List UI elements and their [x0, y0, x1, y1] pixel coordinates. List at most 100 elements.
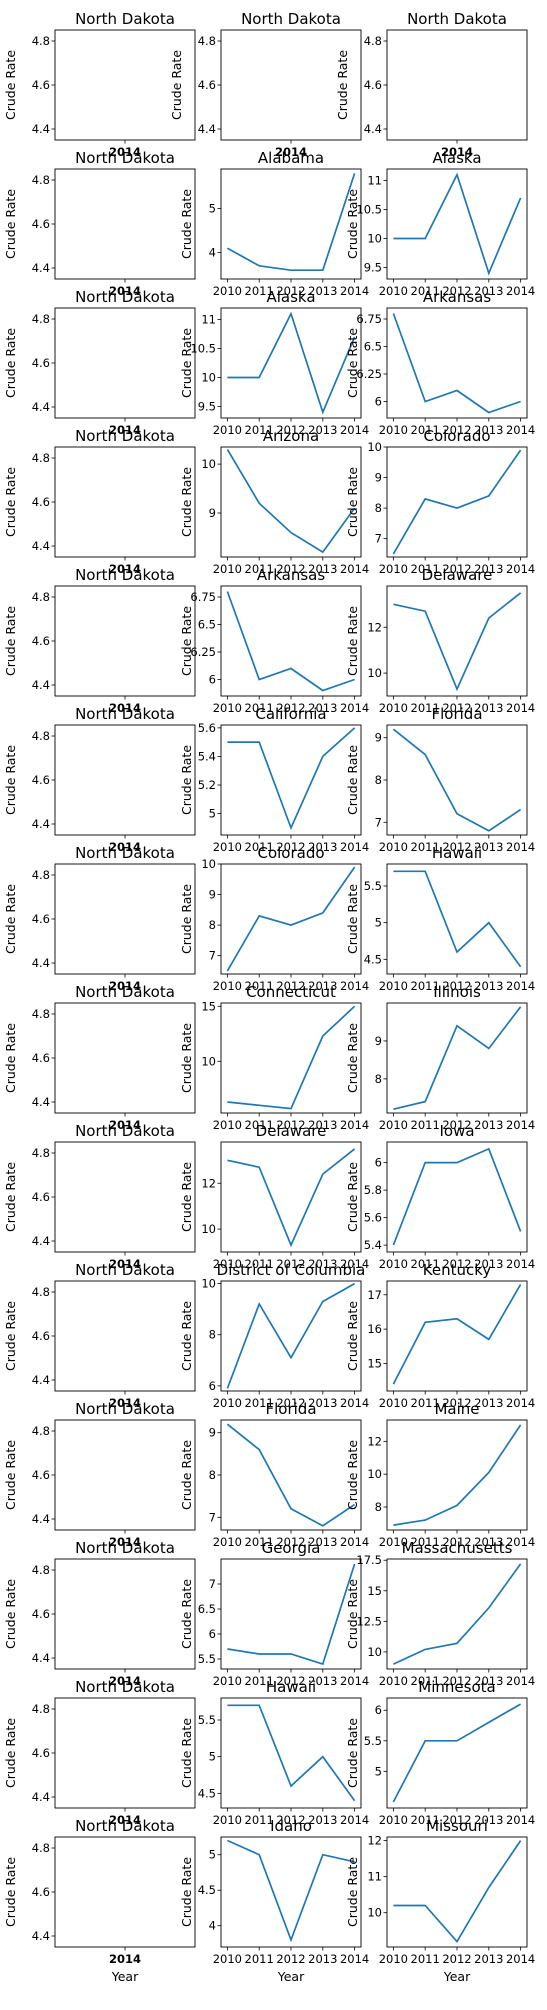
x-tick-label: 2010 — [379, 1813, 408, 1827]
x-tick-label: 2014 — [109, 145, 141, 159]
y-tick-label: 9.5 — [198, 399, 216, 413]
series-line — [226, 1423, 356, 1527]
y-tick-label: 4.6 — [32, 1607, 50, 1621]
panel-26: 5.4 5.6 5.8 6 2010 2011 2012 2013 2014 Iowa Crude … — [345, 1122, 535, 1271]
series-line — [393, 1563, 522, 1665]
panel-1: 4.4 4.6 4.8 2014 North Dakota Crude Rate — [169, 10, 362, 159]
y-tick-label: 4.6 — [32, 217, 50, 231]
panel-8: 6 6.25 6.5 6.75 2010 2011 2012 2013 2014 Arkansas… — [345, 288, 535, 437]
x-tick-label: 2011 — [245, 1535, 274, 1549]
panel-title: Hawaii — [266, 1678, 316, 1696]
plot-area — [386, 1558, 528, 1670]
series-line — [392, 728, 522, 832]
x-tick-label: 2014 — [109, 423, 141, 437]
x-tick-label: 2012 — [442, 840, 471, 854]
y-axis-label: Crude Rate — [335, 50, 350, 120]
x-tick-label: 2012 — [442, 1118, 471, 1132]
y-tick-label: 6.75 — [190, 590, 216, 604]
plot-area — [386, 1280, 528, 1392]
y-tick-label: 10 — [367, 231, 382, 245]
y-tick-label: 6.25 — [356, 367, 382, 381]
panel-title: North Dakota — [75, 427, 175, 445]
x-tick-label: 2011 — [245, 1813, 274, 1827]
y-tick-label: 5.4 — [364, 1238, 382, 1252]
y-tick-label: 6 — [375, 1703, 382, 1717]
x-tick-label: 2011 — [245, 1952, 274, 1966]
panel-title: North Dakota — [75, 1122, 175, 1140]
x-tick-label: 2010 — [379, 284, 408, 298]
y-axis-label: Crude Rate — [345, 189, 360, 259]
y-axis-label: Crude Rate — [179, 328, 194, 398]
y-tick-label: 4.6 — [32, 1190, 50, 1204]
x-tick-label: 2014 — [506, 562, 535, 576]
y-tick-label: 5 — [209, 1750, 216, 1764]
panel-27: 4.4 4.6 4.8 2014 North Dakota Crude Rate — [3, 1261, 196, 1410]
plot-area — [220, 446, 362, 558]
x-tick-label: 2011 — [411, 284, 440, 298]
x-tick-label: 2013 — [308, 979, 337, 993]
plot-area — [54, 1697, 196, 1809]
y-tick-label: 10 — [201, 457, 216, 471]
y-tick-label: 4.4 — [32, 261, 50, 275]
x-tick-label: 2013 — [474, 1952, 503, 1966]
y-axis-label: Crude Rate — [3, 606, 18, 676]
x-tick-label: 2010 — [379, 1396, 408, 1410]
plot-area — [54, 1558, 196, 1670]
x-tick-label: 2013 — [308, 1674, 337, 1688]
x-tick-label: 2011 — [245, 840, 274, 854]
panel-10: 9 10 2010 2011 2012 2013 2014 Arizona Crude Rate — [179, 427, 369, 576]
panel-19: 7 8 9 10 2010 2011 2012 2013 2014 Colorado Crude R… — [179, 844, 369, 993]
y-tick-label: 5.2 — [198, 778, 216, 792]
y-tick-label: 5.5 — [364, 1734, 382, 1748]
x-tick-label: 2013 — [308, 840, 337, 854]
y-axis-label: Crude Rate — [3, 189, 18, 259]
plot-area — [220, 307, 362, 419]
y-axis-label: Crude Rate — [3, 1718, 18, 1788]
x-tick-label: 2010 — [379, 701, 408, 715]
x-tick-label: 2014 — [340, 1396, 369, 1410]
y-tick-label: 5.6 — [364, 1211, 382, 1225]
y-tick-label: 12 — [201, 1176, 216, 1190]
x-tick-label: 2010 — [379, 979, 408, 993]
y-tick-label: 5.8 — [364, 1183, 382, 1197]
y-axis-label: Crude Rate — [179, 1301, 194, 1371]
panel-title: Maine — [434, 1400, 479, 1418]
x-tick-label: 2012 — [276, 284, 305, 298]
y-axis-label: Crude Rate — [179, 606, 194, 676]
y-tick-label: 4.4 — [364, 122, 382, 136]
y-axis-label: Crude Rate — [179, 467, 194, 537]
x-tick-label: 2012 — [442, 979, 471, 993]
panel-title: North Dakota — [75, 1539, 175, 1557]
y-tick-label: 11 — [367, 1870, 382, 1884]
x-tick-label: 2014 — [506, 1813, 535, 1827]
x-tick-label: 2012 — [442, 1257, 471, 1271]
plot-area — [220, 585, 362, 697]
y-tick-label: 4.4 — [32, 1790, 50, 1804]
y-tick-label: 6.75 — [356, 312, 382, 326]
panel-title: North Dakota — [75, 983, 175, 1001]
plot-area — [386, 1836, 528, 1948]
plot-area — [54, 1280, 196, 1392]
plot-area — [386, 1697, 528, 1809]
y-tick-label: 5.5 — [198, 1713, 216, 1727]
x-tick-label: 2011 — [411, 701, 440, 715]
x-tick-label: 2011 — [411, 1674, 440, 1688]
y-tick-label: 4.8 — [32, 173, 50, 187]
y-tick-label: 4.6 — [32, 78, 50, 92]
y-tick-label: 9 — [375, 471, 382, 485]
y-tick-label: 4.6 — [32, 912, 50, 926]
panel-6: 4.4 4.6 4.8 2014 North Dakota Crude Rate — [3, 288, 196, 437]
panel-20: 4.5 5 5.5 2010 2011 2012 2013 2014 Hawaii Crude R… — [345, 844, 535, 993]
x-tick-label: 2010 — [379, 1674, 408, 1688]
x-tick-label: 2010 — [213, 1535, 242, 1549]
x-tick-label: 2014 — [340, 701, 369, 715]
panel-31: 7 8 9 2010 2011 2012 2013 2014 Florida Crude Rate — [179, 1400, 369, 1549]
y-tick-label: 4.5 — [198, 1786, 216, 1800]
panel-title: Alabama — [258, 149, 324, 167]
series-line — [392, 1703, 522, 1803]
panel-title: North Dakota — [75, 1400, 175, 1418]
panel-title: Florida — [431, 705, 482, 723]
x-tick-label: 2014 — [109, 284, 141, 298]
y-axis-label: Crude Rate — [179, 1718, 194, 1788]
y-tick-label: 5.5 — [364, 879, 382, 893]
